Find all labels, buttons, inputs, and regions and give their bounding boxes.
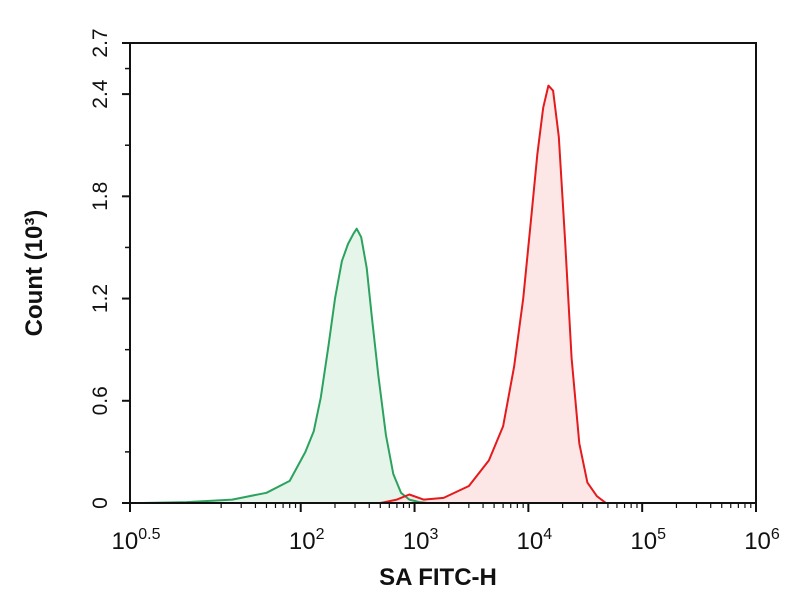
series-2-area	[380, 85, 606, 503]
series-2-line	[380, 84, 607, 504]
y-tick-label: 1.8	[89, 182, 112, 211]
y-tick-label: 0	[89, 497, 112, 509]
y-tick-label: 2.4	[89, 79, 112, 109]
series-1-area	[141, 228, 428, 503]
series-lines	[141, 84, 607, 504]
y-tick-label: 2.7	[89, 28, 112, 57]
y-tick-label: 0.6	[89, 386, 112, 415]
x-tick-label: 106	[744, 526, 780, 555]
y-tick-label: 1.2	[89, 284, 112, 313]
y-axis-ticks: 0 0.6 1.2 1.8 2.4 2.7	[89, 28, 130, 509]
x-tick-label: 100.5	[112, 526, 161, 555]
series-1-line	[141, 227, 428, 504]
x-tick-label: 104	[517, 526, 553, 555]
x-tick-label: 103	[403, 526, 439, 555]
y-axis-title: Count (10³)	[21, 210, 48, 337]
x-axis-title: SA FITC-H	[379, 564, 497, 591]
x-tick-label: 105	[630, 526, 666, 555]
plot-frame	[129, 42, 757, 504]
x-axis-ticks: 100.5 102 103 104 105 106	[112, 503, 780, 555]
x-tick-label: 102	[289, 526, 325, 555]
series-fills	[141, 85, 606, 503]
